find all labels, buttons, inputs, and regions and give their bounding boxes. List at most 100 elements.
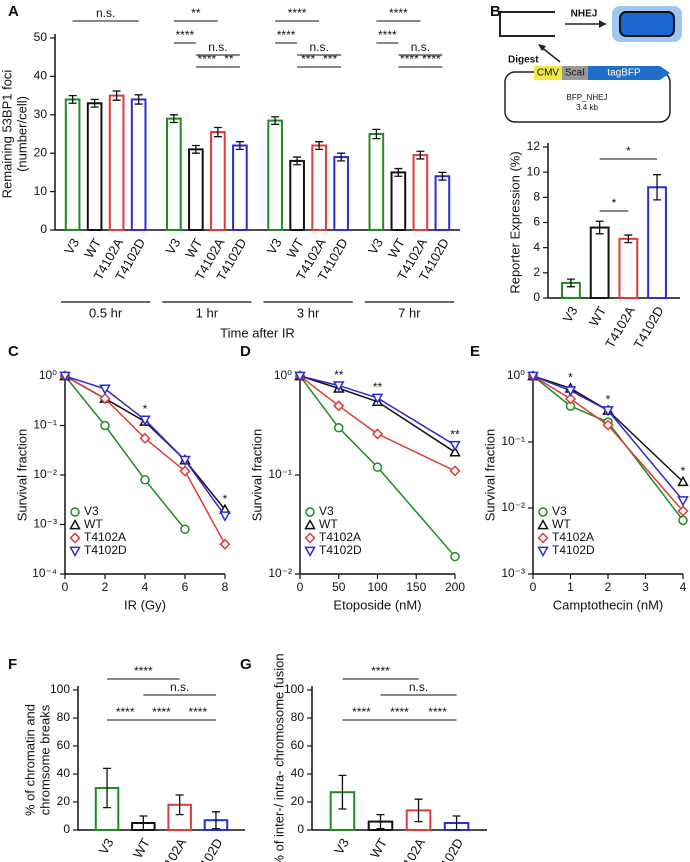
marker: [602, 419, 614, 431]
x-tick-label: T4102A: [153, 835, 189, 862]
y-tick-label: 10⁰: [274, 368, 292, 382]
significance-label: *: [143, 402, 148, 416]
error-bar: [112, 90, 121, 101]
y-tick-label: 40: [291, 766, 305, 780]
marker: [69, 518, 81, 530]
y-tick-label: 12: [527, 139, 541, 153]
cmv-box: [534, 66, 562, 80]
y-tick-label: 8: [533, 190, 540, 204]
marker: [677, 505, 689, 517]
series-line: [64, 375, 186, 530]
legend-label: V3: [552, 504, 567, 518]
y-tick-label: 10⁰: [507, 368, 525, 382]
series-line: [532, 375, 684, 483]
digested-plasmid: [499, 11, 555, 37]
y-axis-label: (number/cell): [14, 96, 29, 172]
y-axis-label: Survival fraction: [482, 429, 497, 521]
x-tick-label: V3: [61, 236, 82, 257]
y-tick-label: 10⁻¹: [268, 467, 292, 481]
marker: [69, 532, 81, 544]
error-bar: [315, 141, 324, 151]
marker: [179, 465, 191, 477]
cmv-label: CMV: [537, 68, 560, 79]
x-tick-label: 2: [605, 580, 612, 594]
x-tick-label: V3: [365, 236, 386, 257]
marker: [677, 496, 689, 507]
bar: [108, 94, 125, 231]
marker: [449, 465, 461, 477]
marker: [372, 462, 383, 472]
panel-label: D: [240, 343, 251, 360]
bar: [267, 119, 283, 231]
x-tick-label: 0: [297, 580, 304, 594]
bar: [412, 154, 429, 231]
repaired-plasmid: [619, 11, 675, 37]
error-bar: [211, 811, 220, 830]
bar: [647, 186, 667, 299]
marker: [371, 393, 384, 405]
x-tick-label: 2: [102, 580, 109, 594]
legend-label: T4102D: [84, 543, 127, 557]
tagbfp-box: [588, 66, 670, 80]
significance-label: *: [568, 371, 573, 385]
marker: [304, 546, 316, 558]
error-bar: [175, 794, 184, 816]
x-axis-label: Time after IR: [220, 325, 295, 340]
y-axis-label: Survival fraction: [249, 429, 264, 521]
panel-label: F: [8, 656, 17, 673]
x-tick-label: 150: [406, 580, 426, 594]
marker: [564, 393, 577, 405]
error-bar: [338, 774, 347, 810]
bar: [434, 175, 451, 232]
error-bar: [624, 234, 633, 244]
bar: [232, 144, 248, 232]
marker: [70, 507, 80, 517]
error-bar: [293, 156, 302, 166]
y-tick-label: 0: [40, 222, 47, 236]
marker: [564, 386, 577, 397]
significance-label: n.s.: [170, 680, 189, 694]
y-tick-label: 20: [291, 794, 305, 808]
group-label: 1 hr: [196, 305, 219, 320]
legend-label: V3: [84, 504, 99, 518]
marker: [139, 432, 151, 444]
plasmid-size: 3.4 kb: [576, 103, 598, 112]
significance-label: ****: [378, 28, 397, 42]
error-bar: [653, 174, 662, 201]
significance-label: **: [224, 52, 234, 66]
y-tick-label: 10⁻²: [268, 566, 292, 580]
bar: [589, 226, 610, 300]
significance-label: ***: [323, 52, 337, 66]
x-tick-label: T4102D: [189, 836, 225, 862]
marker: [537, 546, 549, 558]
x-axis-label: IR (Gy): [124, 597, 166, 612]
y-tick-label: 40: [34, 69, 48, 83]
significance-label: ***: [301, 52, 315, 66]
significance-label: ****: [352, 705, 371, 719]
marker: [371, 428, 384, 440]
significance-label: n.s.: [411, 40, 430, 54]
significance-label: ****: [422, 52, 441, 66]
error-bar: [103, 767, 112, 809]
bar: [333, 156, 349, 231]
y-axis-label: Remaining 53BP1 foci: [0, 70, 14, 199]
plasmid-diagram: NHEJ Digest CMV ScaI tagBFP BFP_NHEJ 3.4…: [499, 6, 682, 123]
y-tick-label: 10⁻²: [33, 467, 57, 481]
significance-label: *: [612, 196, 617, 210]
group-label: 3 hr: [297, 305, 320, 320]
marker: [304, 532, 316, 544]
y-tick-label: 10⁻³: [501, 566, 525, 580]
marker: [219, 538, 231, 550]
marker: [537, 518, 549, 530]
bar: [64, 98, 81, 231]
legend-label: T4102A: [319, 530, 361, 544]
bar: [368, 133, 385, 231]
x-axis-label: Etoposide (nM): [333, 597, 421, 612]
error-bar: [169, 114, 178, 124]
y-tick-label: 100: [284, 682, 304, 696]
significance-label: ****: [389, 6, 408, 20]
arrow-head: [599, 20, 606, 28]
y-tick-label: 0: [533, 290, 540, 304]
legend-label: T4102D: [552, 543, 595, 557]
x-tick-label: T4102D: [430, 836, 466, 862]
